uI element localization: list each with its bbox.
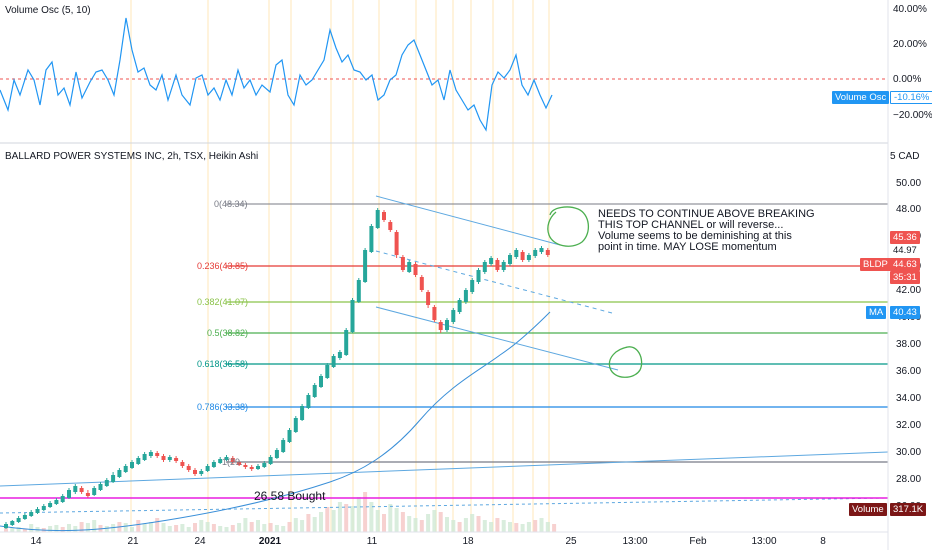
currency-label: 5 CAD xyxy=(890,151,920,162)
descending-channel[interactable] xyxy=(375,195,619,371)
time-axis-label: 25 xyxy=(565,536,577,547)
fib-label-618: 0.618(36.58) xyxy=(197,359,249,369)
time-axis-label: 21 xyxy=(127,536,139,547)
fib-label-0: 0(48.34) xyxy=(214,199,248,209)
volume-osc-tag-name: Volume Osc xyxy=(835,92,887,103)
support-trendline[interactable] xyxy=(0,451,889,487)
volume-osc-value-tag: -10.16% xyxy=(890,91,932,104)
time-axis-label: Feb xyxy=(689,536,707,547)
indicator-axis[interactable]: 40.00% 20.00% 0.00% −20.00% xyxy=(893,4,932,121)
price-axis-label: 42.00 xyxy=(896,285,921,296)
candlesticks xyxy=(4,208,550,529)
volume-tag: Volume xyxy=(849,503,887,516)
high-price-tag: 45.36 xyxy=(890,231,920,244)
price-axis-label: 50.00 xyxy=(896,178,921,189)
symbol-title: BALLARD POWER SYSTEMS INC, 2h, TSX, Heik… xyxy=(5,151,259,162)
fib-label-5: 0.5(38.82) xyxy=(207,328,249,338)
annotation-line: Volume seems to be deminishing at this xyxy=(598,230,792,242)
price-axis-label: 34.00 xyxy=(896,393,921,404)
ma-value-tag: 40.43 xyxy=(890,306,920,319)
volume-osc-line xyxy=(0,17,553,132)
fib-label-786: 0.786(33.38) xyxy=(197,402,249,412)
price-axis-label: 48.00 xyxy=(896,204,921,215)
volume-value-tag: 317.1K xyxy=(890,503,927,516)
time-axis-label: 13:00 xyxy=(751,536,776,547)
time-axis-label: 13:00 xyxy=(622,536,647,547)
last-price-tag: 44.63 xyxy=(890,258,920,271)
marker-circle-top[interactable] xyxy=(547,206,589,247)
indicator-axis-label: −20.00% xyxy=(893,110,932,121)
time-axis-label: 18 xyxy=(462,536,474,547)
time-axis-label: 14 xyxy=(30,536,42,547)
indicator-pane[interactable] xyxy=(0,17,888,132)
price-axis-label: 38.00 xyxy=(896,339,921,350)
time-axis-label: 8 xyxy=(820,536,826,547)
indicator-axis-label: 0.00% xyxy=(893,74,921,85)
price-axis-label: 32.00 xyxy=(896,420,921,431)
ma-tag: MA xyxy=(866,306,887,319)
fib-label-1: 1(29. xyxy=(222,457,243,467)
time-axis-label: 11 xyxy=(367,536,378,547)
bought-label: 26.58 Bought xyxy=(254,489,326,503)
time-axis-label: 2021 xyxy=(259,536,282,547)
price-axis[interactable]: 50.0048.0046.0044.0042.0040.0038.0036.00… xyxy=(896,178,921,512)
time-axis-label: 24 xyxy=(194,536,206,547)
annotation-line: NEEDS TO CONTINUE ABOVE BREAKING xyxy=(598,208,815,220)
price-axis-label: 30.00 xyxy=(896,447,921,458)
long-dashed-trendline[interactable] xyxy=(0,497,889,514)
price-axis-label: 28.00 xyxy=(896,474,921,485)
annotation-line: point in time. MAY LOSE momentum xyxy=(598,241,777,253)
indicator-axis-label: 40.00% xyxy=(893,4,927,15)
indicator-title: Volume Osc (5, 10) xyxy=(5,5,91,16)
fibonacci-retracement[interactable] xyxy=(226,203,888,463)
countdown-tag: 35:31 xyxy=(890,271,920,284)
fib-label-382: 0.382(41.07) xyxy=(197,297,249,307)
indicator-axis-label: 20.00% xyxy=(893,39,927,50)
price-axis-label: 36.00 xyxy=(896,366,921,377)
moving-average-line xyxy=(0,311,551,532)
annotation-line: THIS TOP CHANNEL or will reverse... xyxy=(598,219,784,231)
time-axis[interactable]: 14 21 24 2021 11 18 25 13:00 Feb 13:00 8 xyxy=(30,536,826,547)
close-price-tag: 44.97 xyxy=(890,244,920,257)
symbol-tag: BLDP xyxy=(860,258,891,271)
marker-circle-bottom[interactable] xyxy=(608,346,643,378)
annotation-text[interactable]: NEEDS TO CONTINUE ABOVE BREAKING THIS TO… xyxy=(598,209,815,253)
fib-label-236: 0.236(43.85) xyxy=(197,261,249,271)
volume-osc-tag: Volume Osc xyxy=(832,91,890,104)
